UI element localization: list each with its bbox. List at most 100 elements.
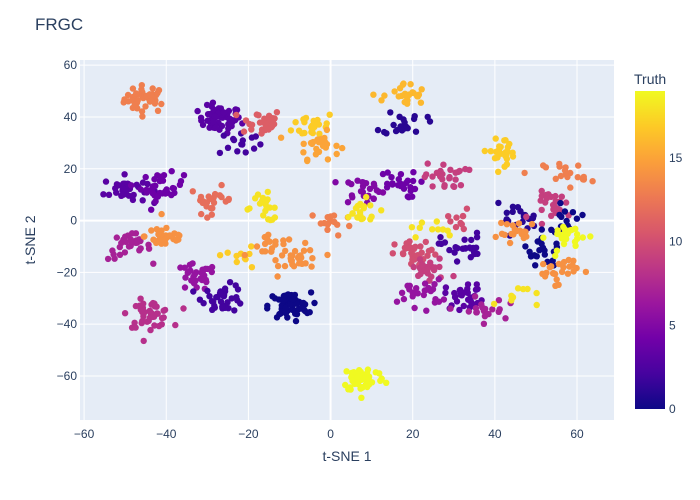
data-point xyxy=(193,269,200,276)
data-point xyxy=(412,243,419,250)
data-point xyxy=(198,210,205,218)
data-point xyxy=(379,170,387,178)
cluster xyxy=(190,279,244,314)
data-point xyxy=(377,377,384,384)
colorbar-tick-label: 5 xyxy=(669,318,676,332)
data-point xyxy=(173,237,180,244)
data-point xyxy=(492,135,499,142)
data-point xyxy=(264,196,271,203)
data-point xyxy=(390,121,397,129)
data-point xyxy=(119,184,127,192)
data-point xyxy=(158,210,165,218)
data-point xyxy=(437,234,444,241)
data-point xyxy=(533,301,540,309)
cluster xyxy=(332,177,387,206)
data-point xyxy=(324,251,331,259)
data-point xyxy=(487,148,494,155)
data-point xyxy=(473,229,481,236)
data-point xyxy=(333,150,340,158)
data-point xyxy=(168,168,175,175)
data-point xyxy=(560,258,568,266)
data-point xyxy=(121,249,129,256)
y-axis-title: t-SNE 2 xyxy=(22,215,38,264)
data-point xyxy=(149,183,157,190)
data-point xyxy=(234,297,241,304)
data-point xyxy=(215,105,222,112)
data-point xyxy=(523,213,530,220)
data-point xyxy=(421,173,428,181)
data-point xyxy=(315,121,323,128)
data-point xyxy=(458,221,465,228)
data-point xyxy=(122,233,129,240)
data-point xyxy=(468,236,475,244)
data-point xyxy=(188,277,195,284)
data-point xyxy=(409,177,417,185)
data-point xyxy=(321,134,328,142)
data-point xyxy=(225,195,232,203)
data-point xyxy=(574,174,581,181)
data-point xyxy=(414,290,421,297)
data-point xyxy=(218,193,225,201)
data-point xyxy=(371,182,378,190)
data-point xyxy=(204,287,211,295)
data-point xyxy=(300,140,307,147)
data-point xyxy=(464,281,472,288)
data-point xyxy=(552,252,559,260)
data-point xyxy=(268,248,275,255)
data-point xyxy=(437,173,444,180)
y-tick-label: 60 xyxy=(64,58,78,72)
cluster xyxy=(233,109,281,137)
data-point xyxy=(538,206,545,214)
data-point xyxy=(553,276,560,283)
cluster xyxy=(241,231,293,264)
cluster xyxy=(121,295,187,345)
data-point xyxy=(407,81,414,88)
data-point xyxy=(289,296,296,303)
cluster xyxy=(421,160,473,190)
cluster xyxy=(445,205,471,233)
data-point xyxy=(354,177,361,184)
data-point xyxy=(324,214,331,221)
cluster xyxy=(264,289,318,325)
data-point xyxy=(411,113,418,120)
data-point xyxy=(261,115,268,122)
data-point xyxy=(177,178,185,185)
data-point xyxy=(506,239,514,247)
data-point xyxy=(348,180,355,188)
data-point xyxy=(311,299,318,307)
data-point xyxy=(421,280,429,287)
data-point xyxy=(367,216,374,223)
data-point xyxy=(287,301,294,308)
data-point xyxy=(274,262,282,270)
data-point xyxy=(491,155,499,162)
cluster xyxy=(490,285,540,309)
data-point xyxy=(432,251,439,258)
data-point xyxy=(154,193,162,200)
data-point xyxy=(175,231,182,238)
data-point xyxy=(182,274,189,281)
data-point xyxy=(155,322,163,330)
data-point xyxy=(508,292,515,299)
data-point xyxy=(406,238,413,245)
data-point xyxy=(424,113,431,121)
data-point xyxy=(359,179,366,186)
data-point xyxy=(256,119,264,126)
data-point xyxy=(266,204,273,211)
cluster xyxy=(277,126,346,165)
data-point xyxy=(452,169,459,176)
data-point xyxy=(142,173,149,181)
data-point xyxy=(560,240,568,248)
data-point xyxy=(306,309,313,316)
data-point xyxy=(154,310,161,317)
data-point xyxy=(431,281,438,288)
cluster xyxy=(435,229,481,265)
data-point xyxy=(514,204,522,211)
data-point xyxy=(453,298,461,305)
data-point xyxy=(416,256,424,263)
data-point xyxy=(446,175,453,182)
data-point xyxy=(441,183,448,190)
data-point xyxy=(383,379,390,386)
data-point xyxy=(436,255,443,262)
data-point xyxy=(427,259,434,266)
cluster xyxy=(393,276,448,314)
